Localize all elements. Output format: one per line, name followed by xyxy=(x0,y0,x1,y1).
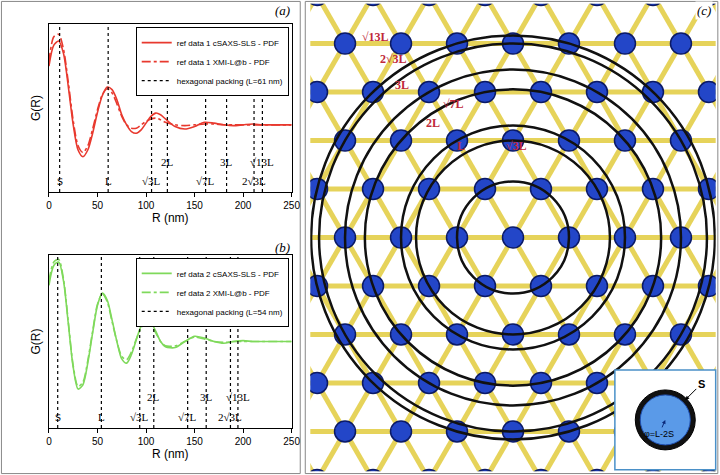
svg-text:2√3L: 2√3L xyxy=(242,175,266,187)
svg-text:0: 0 xyxy=(46,200,52,211)
svg-text:√7L: √7L xyxy=(443,97,464,111)
svg-text:√3L: √3L xyxy=(142,175,161,187)
svg-text:200: 200 xyxy=(235,436,252,447)
svg-text:√3L: √3L xyxy=(506,139,527,153)
svg-text:50: 50 xyxy=(92,200,104,211)
svg-text:√7L: √7L xyxy=(178,411,197,423)
svg-text:250: 250 xyxy=(283,200,300,211)
svg-text:100: 100 xyxy=(138,200,155,211)
svg-text:2√3L: 2√3L xyxy=(380,52,407,66)
svg-text:2L: 2L xyxy=(426,116,440,130)
svg-text:150: 150 xyxy=(186,436,203,447)
svg-text:S: S xyxy=(698,378,705,390)
svg-text:√13L: √13L xyxy=(226,391,250,403)
svg-text:2√3L: 2√3L xyxy=(218,411,242,423)
svg-text:√13L: √13L xyxy=(250,156,274,168)
svg-text:3L: 3L xyxy=(220,156,233,168)
svg-text:250: 250 xyxy=(283,436,300,447)
svg-text:√3L: √3L xyxy=(130,411,149,423)
svg-text:√7L: √7L xyxy=(196,175,215,187)
svg-text:100: 100 xyxy=(138,436,155,447)
svg-text:(c): (c) xyxy=(697,3,711,18)
svg-text:0: 0 xyxy=(46,436,52,447)
svg-text:S: S xyxy=(57,175,63,187)
svg-text:L: L xyxy=(105,175,112,187)
svg-text:2L: 2L xyxy=(147,391,160,403)
svg-text:φ=L-2S: φ=L-2S xyxy=(644,429,674,439)
svg-text:ref data 1 XMI-L@b - PDF: ref data 1 XMI-L@b - PDF xyxy=(177,58,270,67)
svg-text:G(R): G(R) xyxy=(29,329,43,355)
svg-text:50: 50 xyxy=(92,436,104,447)
svg-text:√13L: √13L xyxy=(362,30,389,44)
svg-text:L: L xyxy=(98,411,105,423)
svg-text:(a): (a) xyxy=(275,3,290,18)
svg-text:3L: 3L xyxy=(395,78,409,92)
svg-text:2L: 2L xyxy=(161,156,174,168)
svg-text:150: 150 xyxy=(186,200,203,211)
svg-text:(b): (b) xyxy=(275,240,290,255)
svg-text:G(R): G(R) xyxy=(29,95,43,121)
svg-text:L: L xyxy=(457,139,465,153)
svg-text:3L: 3L xyxy=(200,391,213,403)
svg-text:ref data 1 cSAXS-SLS - PDF: ref data 1 cSAXS-SLS - PDF xyxy=(177,39,279,48)
svg-text:ref data 2 cSAXS-SLS - PDF: ref data 2 cSAXS-SLS - PDF xyxy=(177,270,279,279)
svg-text:ref data 2 XMI-L@b - PDF: ref data 2 XMI-L@b - PDF xyxy=(177,289,270,298)
svg-text:200: 200 xyxy=(235,200,252,211)
svg-text:hexagonal packing (L=61 nm): hexagonal packing (L=61 nm) xyxy=(177,77,283,86)
svg-text:S: S xyxy=(55,411,61,423)
svg-text:hexagonal packing (L=54 nm): hexagonal packing (L=54 nm) xyxy=(177,308,283,317)
svg-text:R (nm): R (nm) xyxy=(152,211,189,225)
svg-text:R (nm): R (nm) xyxy=(152,447,189,461)
